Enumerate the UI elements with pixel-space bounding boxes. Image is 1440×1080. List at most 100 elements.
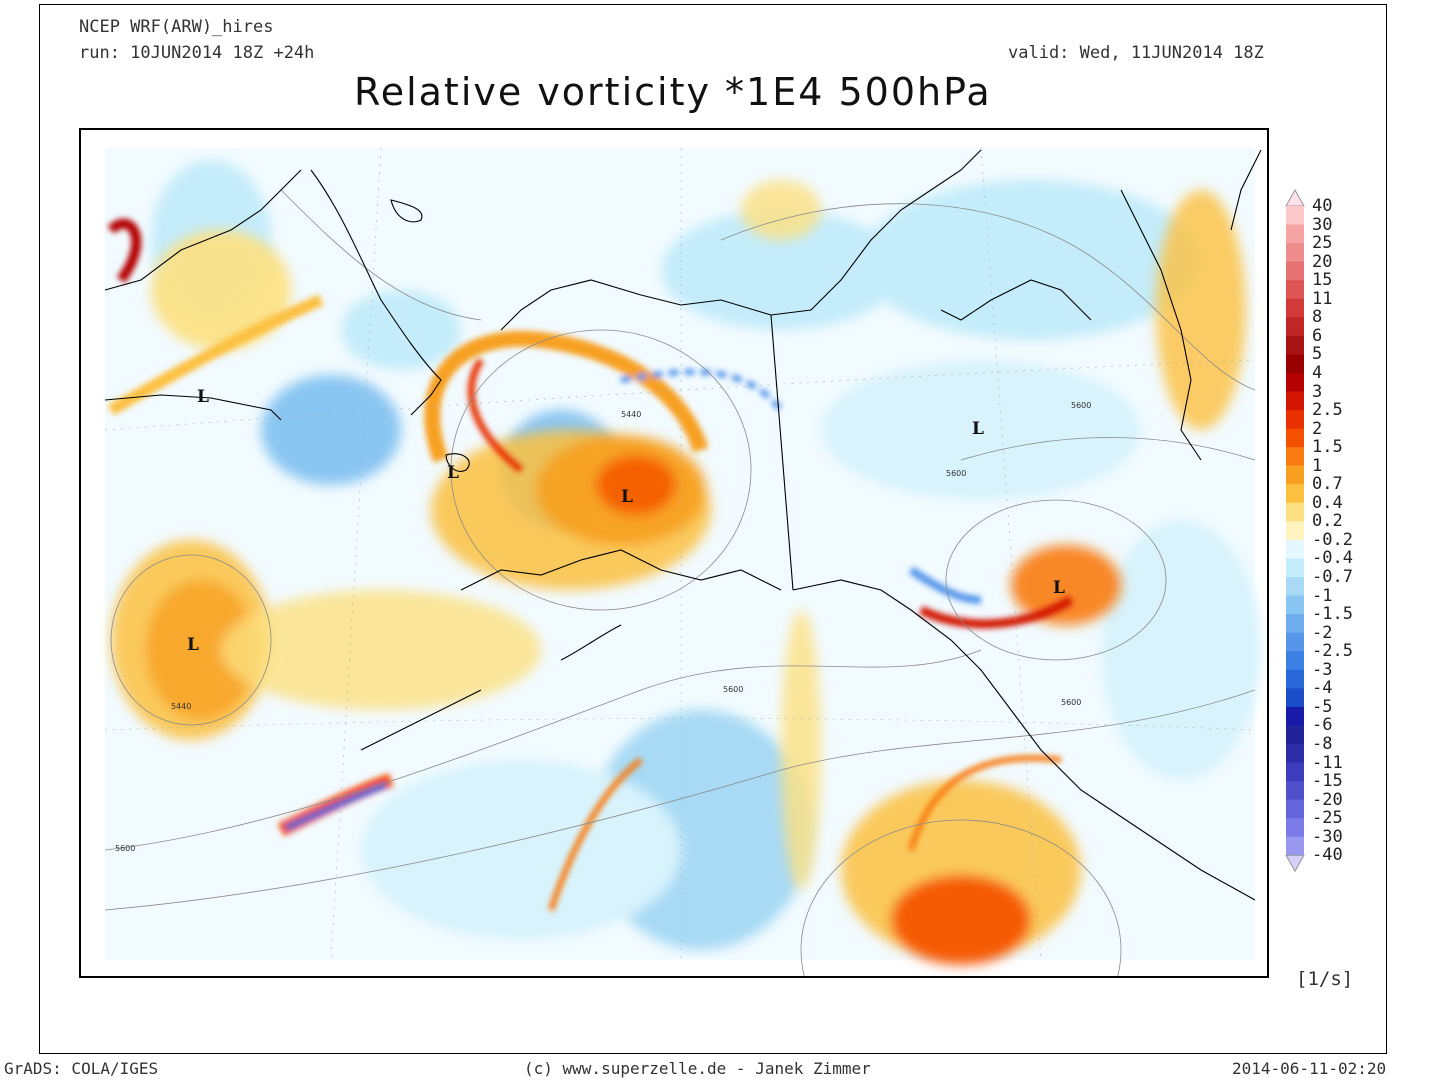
colorbar-swatch bbox=[1286, 354, 1304, 374]
colorbar-swatch bbox=[1286, 335, 1304, 355]
colorbar-swatch bbox=[1286, 669, 1304, 689]
colorbar-swatch bbox=[1286, 632, 1304, 652]
colorbar bbox=[1285, 189, 1305, 873]
colorbar-swatch bbox=[1286, 243, 1304, 263]
height-contours bbox=[104, 189, 1256, 976]
colorbar-tick-label: -11 bbox=[1312, 752, 1343, 773]
colorbar-tick-label: 3 bbox=[1312, 381, 1323, 402]
low-marker: L bbox=[1053, 578, 1065, 598]
valid-time: valid: Wed, 11JUN2014 18Z bbox=[1008, 43, 1264, 63]
colorbar-tick-label: -1 bbox=[1312, 585, 1333, 606]
positive-vorticity-regions bbox=[111, 180, 1246, 965]
colorbar-tick-label: -1.5 bbox=[1312, 604, 1353, 625]
low-markers: L L L L L L bbox=[187, 387, 1065, 655]
contour-labels: 5440 5600 5600 5600 5440 5600 5600 bbox=[115, 401, 1091, 853]
low-marker: L bbox=[197, 387, 209, 407]
contour-label: 5440 bbox=[171, 702, 191, 711]
colorbar-tick-label: -5 bbox=[1312, 696, 1333, 717]
colorbar-swatch bbox=[1286, 521, 1304, 541]
colorbar-tick-label: -3 bbox=[1312, 659, 1333, 680]
units-label: [1/s] bbox=[1296, 968, 1354, 990]
vorticity-map: 5440 5600 5600 5600 5440 5600 5600 L L L… bbox=[79, 128, 1269, 978]
colorbar-tick-label: -40 bbox=[1312, 845, 1343, 866]
colorbar-top-arrow bbox=[1285, 189, 1305, 207]
colorbar-swatch bbox=[1286, 224, 1304, 244]
vorticity-streaks bbox=[107, 218, 1074, 911]
contour-label: 5600 bbox=[1071, 401, 1091, 410]
contour-label: 5600 bbox=[115, 844, 135, 853]
colorbar-swatch bbox=[1286, 762, 1304, 782]
colorbar-tick-label: -2 bbox=[1312, 622, 1333, 643]
run-time: run: 10JUN2014 18Z +24h bbox=[79, 43, 315, 63]
colorbar-swatch bbox=[1286, 577, 1304, 597]
contour-label: 5600 bbox=[1061, 698, 1081, 707]
colorbar-tick-label: -20 bbox=[1312, 789, 1343, 810]
colorbar-tick-label: -15 bbox=[1312, 771, 1343, 792]
colorbar-swatch bbox=[1286, 818, 1304, 838]
low-marker: L bbox=[972, 419, 984, 439]
map-title: Relative vorticity *1E4 500hPa bbox=[354, 70, 992, 114]
colorbar-swatch bbox=[1286, 558, 1304, 578]
colorbar-swatch bbox=[1286, 539, 1304, 559]
colorbar-tick-label: -8 bbox=[1312, 733, 1333, 754]
colorbar-tick-label: 40 bbox=[1312, 196, 1333, 216]
colorbar-tick-label: 11 bbox=[1312, 288, 1333, 309]
colorbar-tick-label: 5 bbox=[1312, 344, 1323, 365]
plot-frame bbox=[39, 4, 1387, 1054]
colorbar-tick-label: -4 bbox=[1312, 678, 1333, 699]
colorbar-tick-label: 2.5 bbox=[1312, 400, 1343, 421]
colorbar-swatch bbox=[1286, 502, 1304, 522]
colorbar-tick-label: 0.2 bbox=[1312, 511, 1343, 532]
footer-software: GrADS: COLA/IGES bbox=[4, 1059, 159, 1078]
negative-vorticity-regions bbox=[151, 160, 1261, 950]
colorbar-tick-label: 8 bbox=[1312, 307, 1323, 328]
coastlines bbox=[104, 149, 1262, 901]
colorbar-swatch bbox=[1286, 484, 1304, 504]
colorbar-swatch bbox=[1286, 836, 1304, 856]
colorbar-swatch bbox=[1286, 261, 1304, 281]
model-name: NCEP WRF(ARW)_hires bbox=[79, 17, 274, 37]
colorbar-tick-label: 0.7 bbox=[1312, 474, 1343, 495]
colorbar-tick-label: -30 bbox=[1312, 826, 1343, 847]
colorbar-bottom-arrow bbox=[1285, 854, 1305, 873]
colorbar-swatch bbox=[1286, 688, 1304, 708]
colorbar-tick-label: 4 bbox=[1312, 362, 1323, 383]
colorbar-tick-label: 1.5 bbox=[1312, 437, 1343, 458]
colorbar-tick-label: -0.2 bbox=[1312, 529, 1353, 550]
colorbar-swatch bbox=[1286, 410, 1304, 430]
colorbar-swatch bbox=[1286, 725, 1304, 745]
contour-label: 5440 bbox=[621, 410, 641, 419]
colorbar-tick-label: -25 bbox=[1312, 808, 1343, 829]
colorbar-swatch bbox=[1286, 799, 1304, 819]
colorbar-tick-label: 25 bbox=[1312, 233, 1333, 254]
colorbar-swatch bbox=[1286, 781, 1304, 801]
colorbar-swatch bbox=[1286, 465, 1304, 485]
colorbar-tick-label: 1 bbox=[1312, 455, 1323, 476]
colorbar-tick-label: 2 bbox=[1312, 418, 1323, 439]
low-marker: L bbox=[187, 635, 199, 655]
colorbar-swatch bbox=[1286, 298, 1304, 318]
colorbar-swatch bbox=[1286, 372, 1304, 392]
low-marker: L bbox=[621, 487, 633, 507]
footer-timestamp: 2014-06-11-02:20 bbox=[1232, 1059, 1387, 1078]
colorbar-tick-label: -2.5 bbox=[1312, 641, 1353, 662]
contour-label: 5600 bbox=[723, 685, 743, 694]
low-marker: L bbox=[447, 463, 459, 483]
colorbar-tick-label: -6 bbox=[1312, 715, 1333, 736]
colorbar-swatch bbox=[1286, 280, 1304, 300]
colorbar-swatch bbox=[1286, 614, 1304, 634]
colorbar-swatch bbox=[1286, 317, 1304, 337]
colorbar-swatch bbox=[1286, 391, 1304, 411]
color-legend: 40 30 25 20 15 11 8 6 5 4 3 2.5 2 1.5 1 0.7 0.4 0.2 -0.2 -0… bbox=[1284, 188, 1384, 888]
colorbar-tick-label: 6 bbox=[1312, 325, 1323, 346]
colorbar-tick-label: -0.4 bbox=[1312, 548, 1353, 569]
colorbar-tick-label: 0.4 bbox=[1312, 492, 1343, 513]
colorbar-tick-label: 15 bbox=[1312, 270, 1333, 291]
footer-copyright: (c) www.superzelle.de - Janek Zimmer bbox=[524, 1059, 871, 1078]
colorbar-swatch bbox=[1286, 706, 1304, 726]
colorbar-swatch bbox=[1286, 428, 1304, 448]
contour-label: 5600 bbox=[946, 469, 966, 478]
colorbar-swatch bbox=[1286, 595, 1304, 615]
colorbar-swatch bbox=[1286, 651, 1304, 671]
colorbar-swatch bbox=[1286, 447, 1304, 467]
